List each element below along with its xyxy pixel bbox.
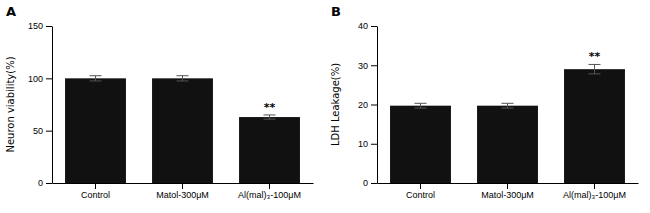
y-axis: 0 10 20 30 40 — [358, 21, 378, 188]
tick-mark — [371, 144, 377, 145]
error-bar-line — [177, 76, 189, 81]
tick-label: Al(mal)₃-100μM — [238, 190, 301, 200]
tick-mark — [371, 65, 377, 66]
y-tick: 100 — [28, 74, 52, 84]
y-tick: 150 — [28, 21, 52, 31]
tick-label: 30 — [358, 61, 368, 71]
axis-line — [52, 27, 53, 184]
error-bar-line — [264, 115, 276, 119]
y-tick: 0 — [38, 178, 52, 188]
x-tick: Matol-300μM — [481, 183, 534, 200]
tick-label: 0 — [38, 178, 43, 188]
y-tick: 0 — [363, 178, 377, 188]
x-tick: Control — [81, 183, 110, 200]
tick-label: 0 — [363, 178, 368, 188]
tick-mark — [371, 26, 377, 27]
tick-label: Matol-300μM — [156, 190, 209, 200]
error-bar — [589, 64, 601, 73]
chart-container: AControlMatol-300μMAl(mal)₃-100μM0501001… — [0, 0, 650, 213]
tick-label: 50 — [33, 126, 43, 136]
annotation: ** — [589, 50, 601, 63]
bar — [390, 106, 451, 183]
bar — [239, 117, 300, 183]
y-tick: 20 — [358, 100, 377, 110]
x-tick: Control — [406, 183, 435, 200]
tick-label: Control — [81, 190, 110, 200]
panel: A Control Matol-300μM Al(mal)₃-100μM 0 50 100 1… — [5, 4, 314, 200]
error-bar — [90, 76, 102, 81]
y-axis-title: Neuron viability(%) — [5, 56, 16, 152]
tick-label: Control — [406, 190, 435, 200]
x-tick: Al(mal)₃-100μM — [238, 183, 301, 200]
axis-line — [377, 27, 378, 184]
tick-mark — [507, 183, 508, 189]
plot-area: Control Matol-300μM Al(mal)₃-100μM 0 50 100 15… — [5, 21, 314, 200]
bar — [564, 69, 625, 183]
error-bar — [264, 115, 276, 119]
annotation: ** — [264, 101, 276, 114]
tick-mark — [420, 183, 421, 189]
error-bar-line — [415, 103, 427, 108]
plot-area: Control Matol-300μM Al(mal)₃-100μM 0 10 20 30 4… — [330, 21, 639, 200]
tick-label: 150 — [28, 21, 43, 31]
tick-label: 40 — [358, 21, 368, 31]
tick-label: Matol-300μM — [481, 190, 534, 200]
x-axis: Control Matol-300μM Al(mal)₃-100μM — [53, 183, 314, 200]
error-bar-line — [589, 64, 601, 73]
marks — [390, 64, 625, 183]
tick-mark — [269, 183, 270, 189]
tick-mark — [594, 183, 595, 189]
tick-mark — [95, 183, 96, 189]
tick-mark — [46, 26, 52, 27]
tick-mark — [371, 183, 377, 184]
marks — [65, 76, 300, 183]
tick-mark — [182, 183, 183, 189]
tick-mark — [46, 78, 52, 79]
y-axis: 0 50 100 150 — [28, 21, 53, 188]
panel-label: B — [331, 4, 341, 19]
tick-mark — [46, 131, 52, 132]
error-bar — [415, 103, 427, 108]
x-tick: Al(mal)₃-100μM — [563, 183, 626, 200]
y-tick: 30 — [358, 61, 377, 71]
tick-label: Al(mal)₃-100μM — [563, 190, 626, 200]
x-axis: Control Matol-300μM Al(mal)₃-100μM — [378, 183, 639, 200]
error-bar-line — [502, 103, 514, 108]
x-tick: Matol-300μM — [156, 183, 209, 200]
tick-label: 10 — [358, 139, 368, 149]
bar — [477, 106, 538, 183]
tick-mark — [46, 183, 52, 184]
error-bar-line — [90, 76, 102, 81]
tick-label: 100 — [28, 74, 43, 84]
tick-mark — [371, 105, 377, 106]
panel-label: A — [6, 4, 16, 19]
y-tick: 50 — [33, 126, 52, 136]
tick-label: 20 — [358, 100, 368, 110]
y-tick: 40 — [358, 21, 377, 31]
bar — [152, 78, 213, 183]
panel: B Control Matol-300μM Al(mal)₃-100μM 0 10 20 30… — [330, 4, 639, 200]
error-bar — [177, 76, 189, 81]
figure: AControlMatol-300μMAl(mal)₃-100μM0501001… — [0, 0, 650, 213]
y-tick: 10 — [358, 139, 377, 149]
error-bar — [502, 103, 514, 108]
bar — [65, 78, 126, 183]
y-axis-title: LDH Leakage(%) — [330, 63, 341, 146]
